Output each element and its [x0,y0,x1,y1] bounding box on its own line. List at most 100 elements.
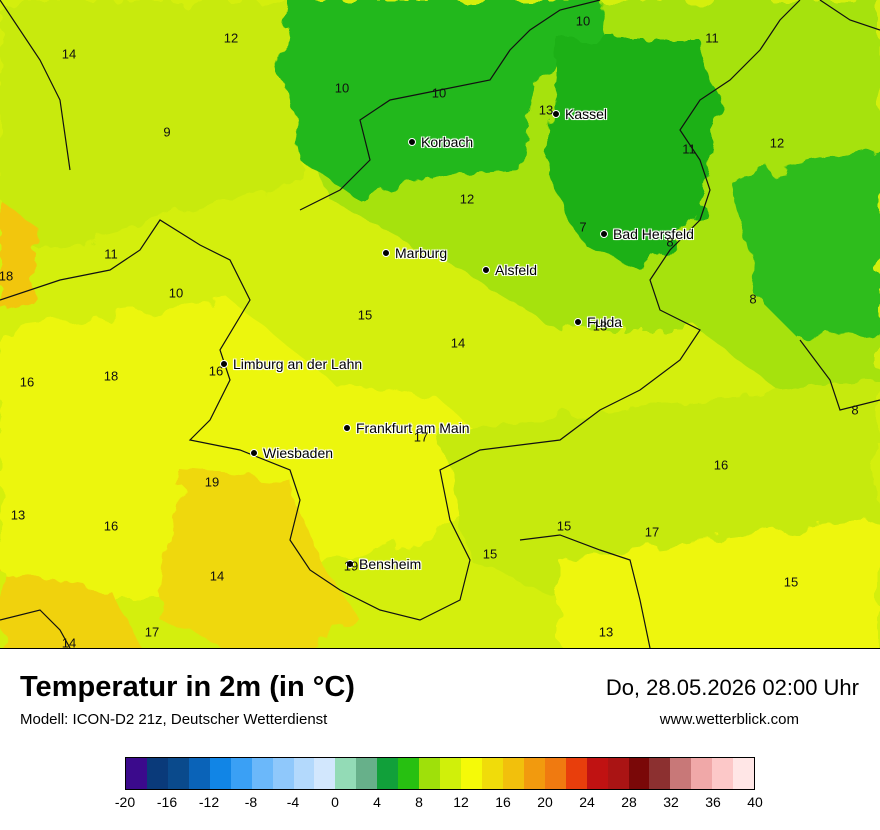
city-marker-icon [220,360,228,368]
colorbar-segment [377,758,399,789]
temperature-value: 19 [343,558,359,574]
colorbar-segment [126,758,147,789]
city-marker-icon [382,249,390,257]
temperature-value: 12 [223,30,239,46]
city-marker-icon [346,560,354,568]
temperature-value: 18 [0,268,14,284]
colorbar-segment [272,758,294,789]
borders [0,0,880,648]
colorbar-segment [544,758,566,789]
colorbar-ticks: -20 -16 -12 -8 -4 0 4 8 12 16 20 24 28 32 36 40 [115,794,763,814]
city-label: Fulda [587,314,623,330]
west-border [0,0,71,171]
colorbar-tick-label: 40 [747,794,763,810]
city-marker-icon [574,318,582,326]
colorbar-segment [146,758,168,789]
temperature-value: 9 [163,124,171,140]
field-kassel-green [545,40,720,270]
colorbar-segment [670,758,692,789]
colorbar-tick-label: 20 [537,794,553,810]
field-rhine-warm [160,470,360,648]
temperature-value: 16 [713,457,729,473]
temperature-value: 8 [666,234,674,250]
southwest-border [0,609,71,648]
map-title: Temperatur in 2m (in °C) [20,671,355,703]
temperature-value: 10 [431,85,447,101]
temperature-value: 15 [556,518,572,534]
colorbar-segment [481,758,503,789]
temperature-value: 18 [103,368,119,384]
temperature-value: 15 [482,546,498,562]
city-bensheim[interactable]: Bensheim [346,556,421,572]
colorbar-segment [565,758,587,789]
colorbar-segment [440,758,461,789]
colorbar-segment [293,758,315,789]
city-label: Wiesbaden [263,445,334,461]
city-label: Limburg an der Lahn [233,356,363,372]
colorbar-tick-label: 4 [373,794,381,810]
city-wiesbaden[interactable]: Wiesbaden [250,445,333,461]
temperature-value: 8 [749,291,757,307]
city-frankfurt-am-main[interactable]: Frankfurt am Main [343,420,470,436]
field-southeast [440,380,880,600]
city-label: Korbach [421,134,474,150]
colorbar-tick-label: 16 [495,794,511,810]
temperature-value: 13 [592,318,608,334]
website-link[interactable]: www.wetterblick.com [659,711,799,728]
temperature-value: 17 [413,429,429,445]
temperature-value: 16 [208,363,224,379]
city-label: Frankfurt am Main [356,420,470,436]
colorbar-segment [733,758,755,789]
temperature-map[interactable]: Kassel Korbach Marburg Alsfeld Bad Hersf… [0,0,880,649]
city-korbach[interactable]: Korbach [408,134,473,150]
temperature-value: 17 [644,524,660,540]
colorbar-tick-label: 36 [705,794,721,810]
city-kassel[interactable]: Kassel [552,106,607,122]
city-bad-hersfeld[interactable]: Bad Hersfeld [600,226,694,242]
south-border [519,534,651,648]
field-north-green [280,0,610,200]
city-marker-icon [600,230,608,238]
city-label: Alsfeld [495,262,538,278]
colorbar-segment [461,758,482,789]
district-border-north [299,0,601,211]
city-limburg-an-der-lahn[interactable]: Limburg an der Lahn [220,356,362,372]
colorbar-tick-label: -8 [244,794,258,810]
city-marker-icon [552,110,560,118]
temperature-value: 13 [598,624,614,640]
city-label: Bad Hersfeld [613,226,694,242]
temperature-value: 17 [144,624,160,640]
city-label: Marburg [395,245,448,261]
temperature-field [0,0,880,648]
colorbar-segment [251,758,273,789]
colorbar-tick-label: 24 [579,794,595,810]
temperature-value: 13 [10,507,26,523]
field-west [0,0,300,260]
temperature-value: 14 [450,335,466,351]
temperature-value: 14 [61,635,77,649]
city-alsfeld[interactable]: Alsfeld [482,262,537,278]
colorbar-segment [502,758,524,789]
colorbar-tick-label: 8 [415,794,423,810]
model-info: Modell: ICON-D2 21z, Deutscher Wetterdie… [20,711,328,728]
colorbar-tick-label: -16 [156,794,178,810]
city-marburg[interactable]: Marburg [382,245,447,261]
colorbar-segment [230,758,252,789]
temperature-value: 11 [682,141,696,157]
city-marker-icon [343,424,351,432]
colorbar-segment [398,758,420,789]
temperature-value: 16 [19,374,35,390]
field-west-warm [0,200,40,310]
colorbar-segment [628,758,650,789]
field-southwest-yellow [0,300,520,600]
colorbar-tick-label: 28 [621,794,637,810]
colorbar-segment [523,758,545,789]
colorbar-segment [209,758,231,789]
northeast-border [819,0,880,31]
city-fulda[interactable]: Fulda [574,314,622,330]
temperature-value: 7 [579,219,587,235]
colorbar-segment [167,758,189,789]
temperature-value: 16 [103,518,119,534]
city-marker-icon [482,266,490,274]
colorbar-tick-label: -20 [114,794,136,810]
